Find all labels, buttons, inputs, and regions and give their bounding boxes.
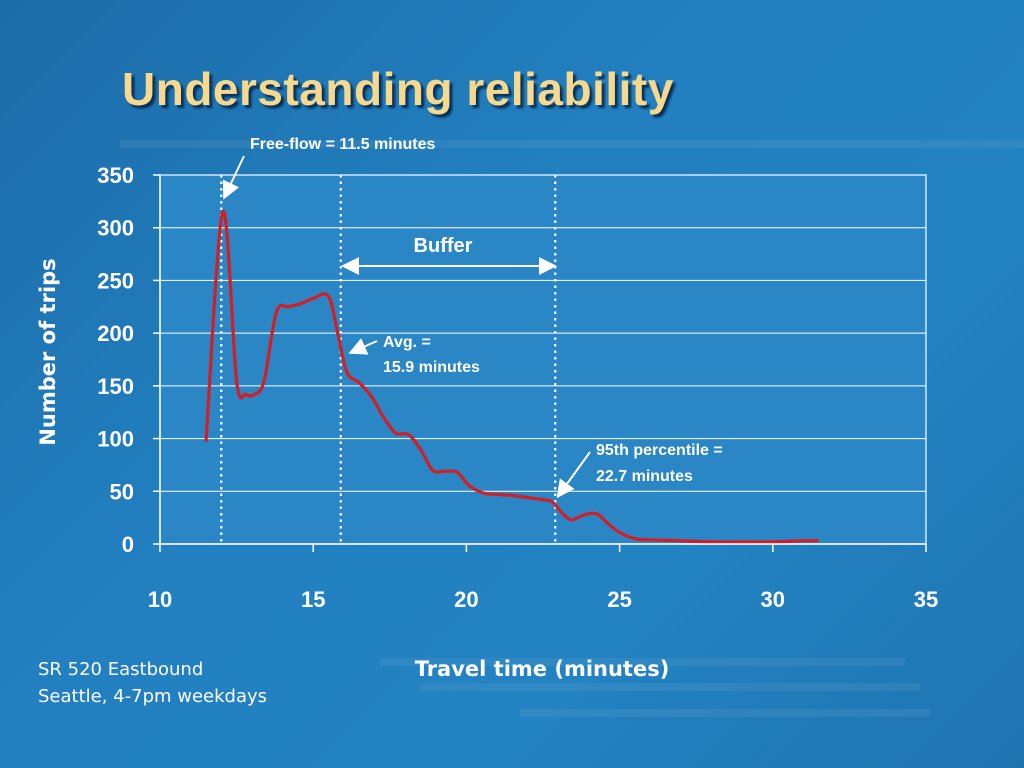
p95-arrow — [556, 451, 591, 499]
x-tick-label: 15 — [301, 587, 325, 612]
y-tick-label: 350 — [97, 163, 134, 188]
buffer-label: Buffer — [414, 235, 473, 257]
decor-stripe — [380, 658, 905, 666]
p95-annotation-line2: 22.7 minutes — [596, 468, 693, 485]
y-axis-label: Number of trips — [36, 258, 60, 445]
route-note-line2: Seattle, 4-7pm weekdays — [38, 686, 268, 707]
x-tick-label: 35 — [914, 587, 938, 612]
plot-area — [159, 174, 927, 545]
y-tick-label: 0 — [122, 532, 134, 557]
y-tick-label: 250 — [97, 268, 134, 293]
x-tick-label: 10 — [148, 587, 172, 612]
avg-arrow — [348, 338, 378, 355]
avg-annotation-line2: 15.9 minutes — [383, 359, 480, 376]
decor-stripe — [520, 709, 930, 717]
y-tick-label: 150 — [97, 374, 134, 399]
route-note: SR 520 Eastbound Seattle, 4-7pm weekdays — [38, 656, 267, 710]
y-tick-label: 50 — [110, 479, 134, 504]
avg-annotation-line1: Avg. = — [383, 334, 431, 351]
x-axis-label: Travel time (minutes) — [415, 657, 670, 681]
series-line — [204, 210, 819, 544]
p95-annotation-line1: 95th percentile = — [596, 442, 723, 459]
route-note-line1: SR 520 Eastbound — [38, 659, 204, 680]
slide-title: Understanding reliability — [122, 63, 674, 115]
y-tick-label: 200 — [97, 321, 134, 346]
free-flow-arrow — [222, 155, 245, 200]
free-flow-annotation: Free-flow = 11.5 minutes — [250, 136, 436, 153]
y-tick-label: 100 — [97, 427, 134, 452]
y-tick-label: 300 — [97, 216, 134, 241]
decor-stripe — [120, 140, 1024, 148]
x-tick-label: 25 — [607, 587, 631, 612]
x-tick-label: 20 — [454, 587, 478, 612]
x-tick-label: 30 — [761, 587, 785, 612]
decor-stripe — [420, 683, 920, 691]
